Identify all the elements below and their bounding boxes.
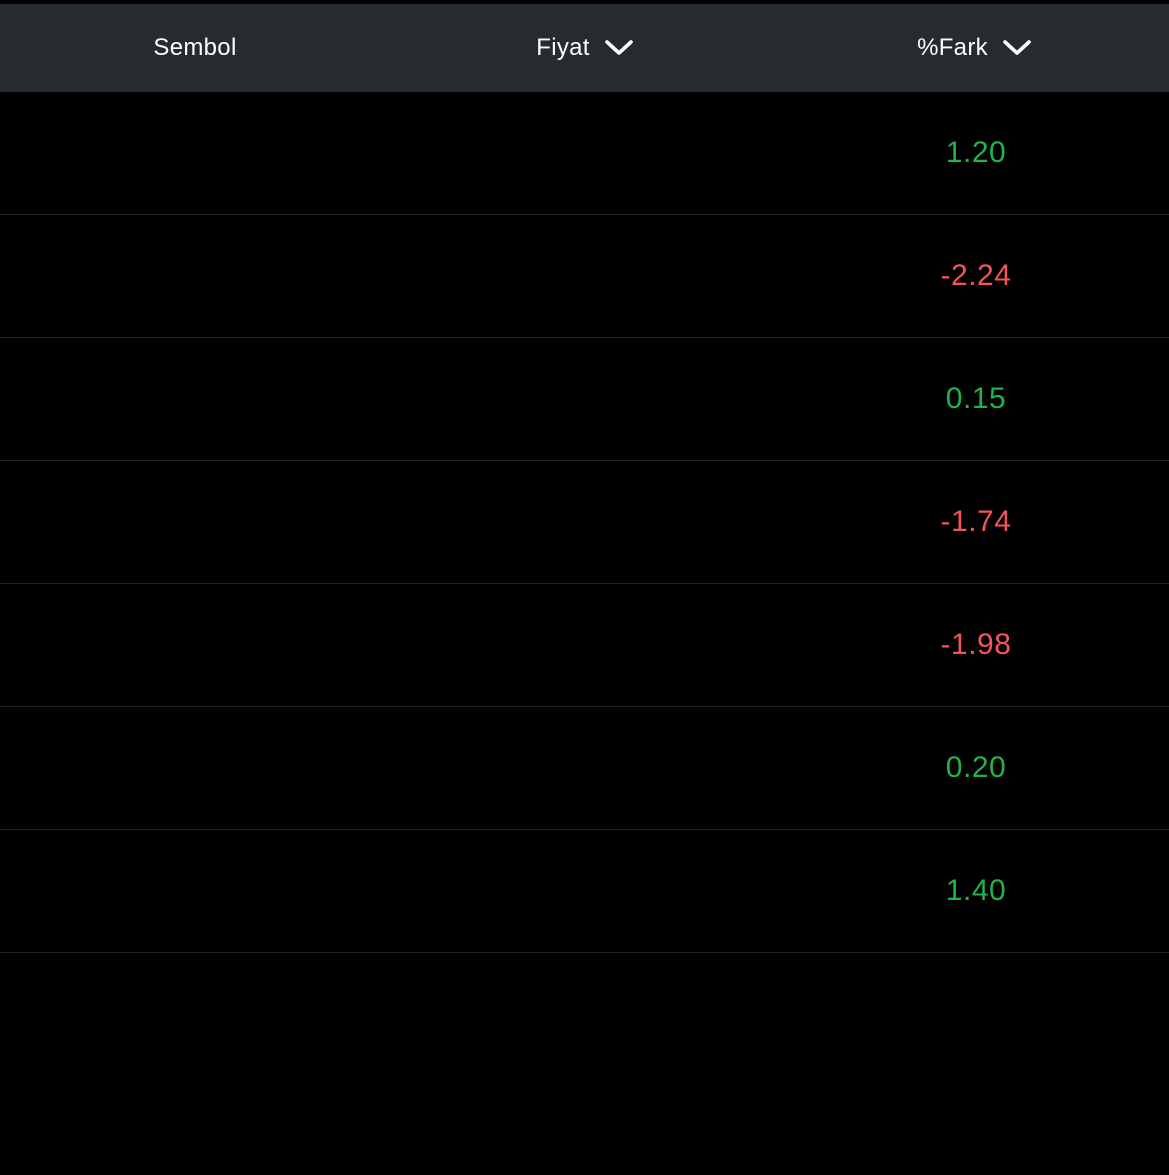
price-cell bbox=[390, 461, 780, 583]
table-row[interactable]: 1.40 bbox=[0, 830, 1169, 953]
chevron-down-icon[interactable] bbox=[604, 38, 634, 58]
symbol-cell bbox=[0, 830, 390, 952]
symbol-cell bbox=[0, 215, 390, 337]
change-cell: 1.40 bbox=[945, 874, 1007, 907]
change-cell: -1.74 bbox=[940, 505, 1012, 538]
column-header-symbol[interactable]: Sembol bbox=[0, 4, 390, 92]
symbol-cell bbox=[0, 92, 390, 214]
table-row[interactable]: 1.20 bbox=[0, 92, 1169, 215]
symbol-cell bbox=[0, 584, 390, 706]
table-row[interactable]: 0.15 bbox=[0, 338, 1169, 461]
price-cell bbox=[390, 215, 780, 337]
price-cell bbox=[390, 584, 780, 706]
column-header-change-label: %Fark bbox=[917, 34, 988, 61]
symbol-cell bbox=[0, 707, 390, 829]
change-cell: 0.15 bbox=[945, 382, 1007, 415]
price-cell bbox=[390, 92, 780, 214]
change-cell: -2.24 bbox=[940, 259, 1012, 292]
column-header-symbol-label: Sembol bbox=[153, 34, 237, 61]
price-cell bbox=[390, 830, 780, 952]
table-header: Sembol Fiyat %Fark bbox=[0, 4, 1169, 92]
price-cell bbox=[390, 338, 780, 460]
change-cell: 0.20 bbox=[945, 751, 1007, 784]
symbol-cell bbox=[0, 338, 390, 460]
column-header-change[interactable]: %Fark bbox=[780, 4, 1169, 92]
symbol-cell bbox=[0, 461, 390, 583]
column-header-price[interactable]: Fiyat bbox=[390, 4, 780, 92]
column-header-price-label: Fiyat bbox=[536, 34, 590, 61]
table-row[interactable]: -2.24 bbox=[0, 215, 1169, 338]
top-edge bbox=[0, 0, 1169, 4]
price-cell bbox=[390, 707, 780, 829]
table-row[interactable]: 0.20 bbox=[0, 707, 1169, 830]
table-body: 1.20 -2.24 0.15 -1.74 -1.98 0.20 1.40 bbox=[0, 92, 1169, 953]
chevron-down-icon[interactable] bbox=[1002, 38, 1032, 58]
table-row[interactable]: -1.98 bbox=[0, 584, 1169, 707]
table-row[interactable]: -1.74 bbox=[0, 461, 1169, 584]
change-cell: -1.98 bbox=[940, 628, 1012, 661]
change-cell: 1.20 bbox=[945, 136, 1007, 169]
